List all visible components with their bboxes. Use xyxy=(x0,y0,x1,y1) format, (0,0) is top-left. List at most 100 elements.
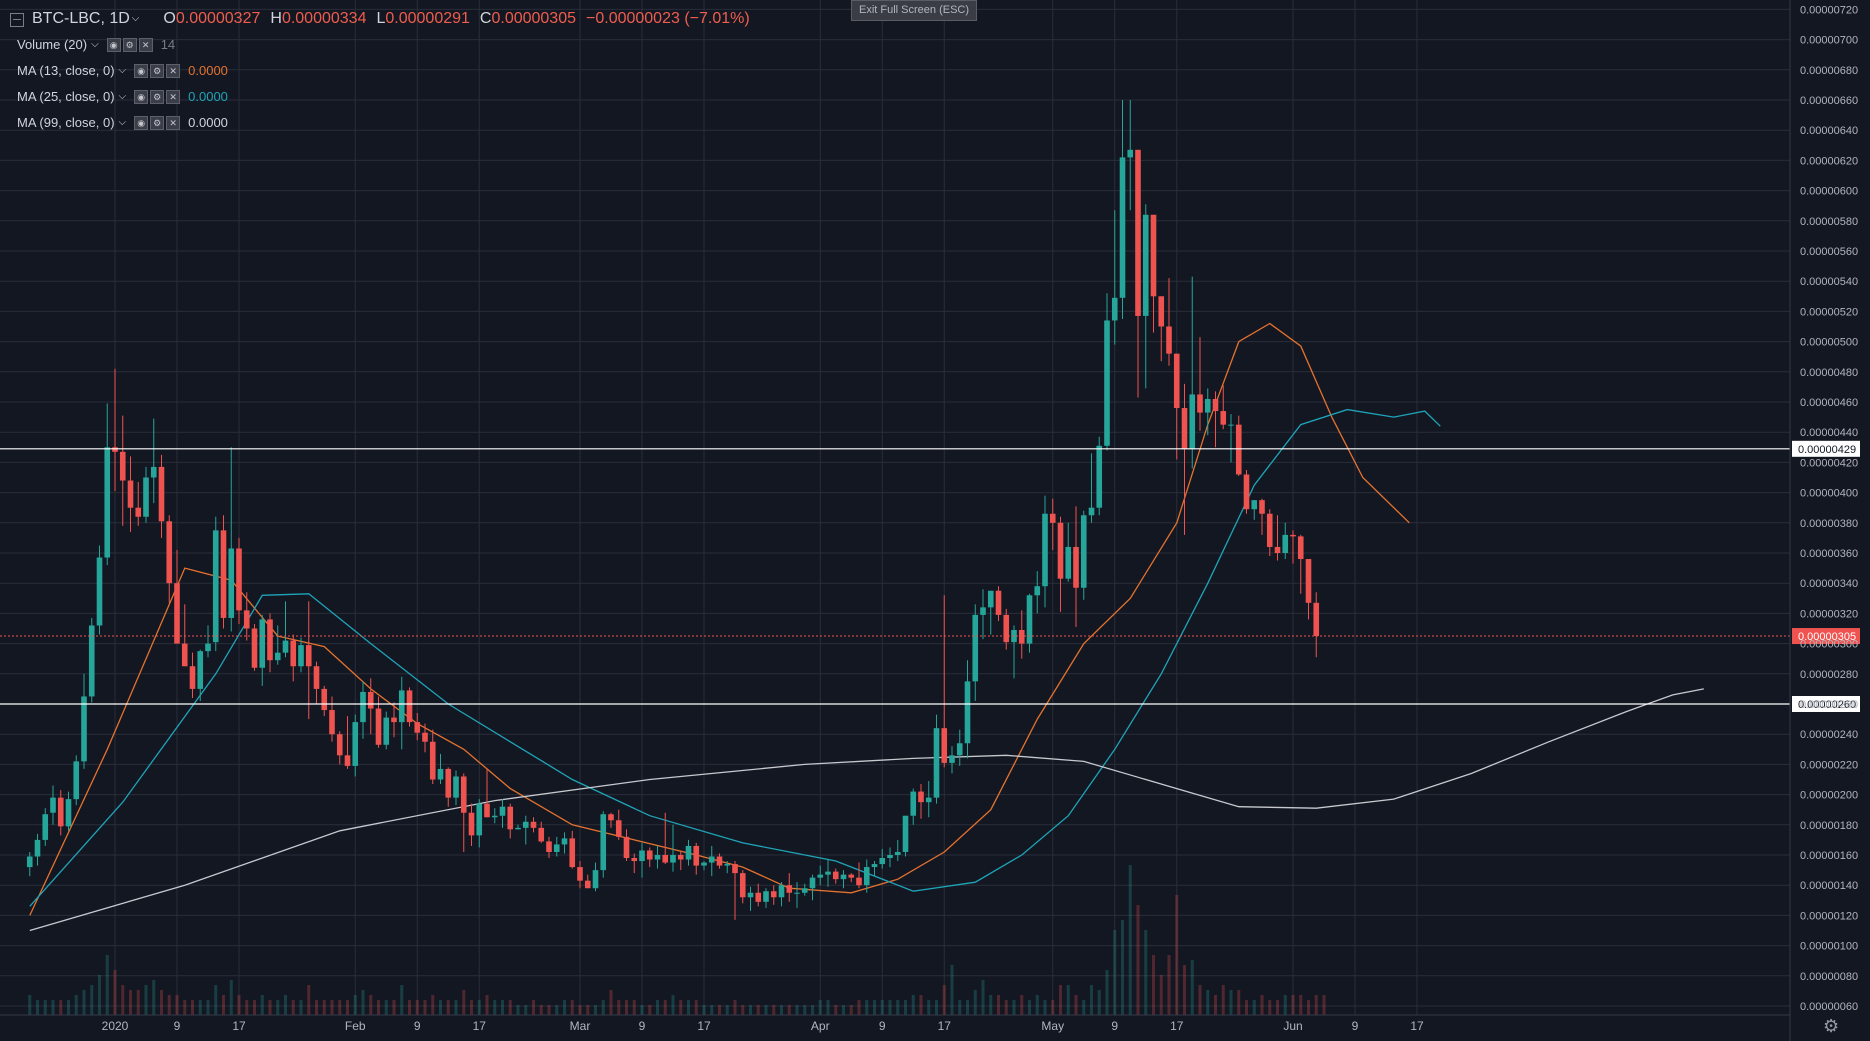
chevron-down-icon[interactable]: ⌵ xyxy=(118,117,127,128)
level-price-label: 0.00000260 xyxy=(1798,699,1856,711)
candle-body xyxy=(1127,149,1134,158)
candle-body xyxy=(1274,546,1281,553)
price-tick-label: 0.00000360 xyxy=(1800,548,1858,560)
volume-bar xyxy=(873,1000,876,1015)
candle-body xyxy=(1034,586,1041,596)
price-tick-label: 0.00000140 xyxy=(1800,880,1858,892)
candle-body xyxy=(391,717,397,723)
price-axis[interactable]: 0.00000060 0.00000080 0.00000100 0.00000120… xyxy=(1789,0,1858,1041)
indicator-row-ma13[interactable]: MA (13, close, 0) ⌵ ◉ ⚙ ✕ 0.0000 xyxy=(8,58,750,84)
volume-bar xyxy=(842,1005,845,1015)
volume-bar xyxy=(896,1000,900,1015)
time-axis[interactable]: 2020 9 17 Feb 9 17 Mar 9 17 Apr 9 17 May 9 17 Jun 9 17 xyxy=(0,1014,1790,1033)
candle-body xyxy=(817,874,824,878)
level-price-tag[interactable] xyxy=(1792,440,1860,457)
volume-bar xyxy=(725,1005,729,1015)
close-icon[interactable]: ✕ xyxy=(138,38,153,52)
candle-body xyxy=(856,877,862,886)
candle-body xyxy=(251,628,258,668)
candle-body xyxy=(73,761,80,800)
close-icon[interactable]: ✕ xyxy=(166,90,181,104)
volume-bar xyxy=(1252,1000,1256,1015)
volume-bar xyxy=(1128,865,1132,1015)
price-tick-label: 0.00000420 xyxy=(1800,457,1858,469)
candle-body xyxy=(941,728,948,763)
candle-body xyxy=(530,821,537,828)
indicator-row-ma25[interactable]: MA (25, close, 0) ⌵ ◉ ⚙ ✕ 0.0000 xyxy=(8,84,750,110)
candle-body xyxy=(189,666,196,689)
collapse-legend-icon[interactable] xyxy=(10,13,24,27)
close-icon[interactable]: ✕ xyxy=(166,116,181,130)
volume-bar xyxy=(1245,1000,1248,1015)
indicator-label[interactable]: MA (13, close, 0) xyxy=(17,63,115,78)
exit-fullscreen-button[interactable]: Exit Full Screen (ESC) xyxy=(851,0,977,21)
eye-icon[interactable]: ◉ xyxy=(134,64,149,78)
gear-icon[interactable]: ⚙ xyxy=(150,116,165,130)
candle-body xyxy=(42,814,49,840)
candle-body xyxy=(336,734,343,756)
current-price-tag[interactable] xyxy=(1792,628,1860,645)
volume-bar xyxy=(1066,985,1070,1015)
volume-bar xyxy=(74,995,78,1015)
horizontal-levels[interactable]: 0.00000429 0.00000305 0.00000260 xyxy=(0,440,1860,712)
candle-body xyxy=(670,855,676,863)
level-price-tag[interactable] xyxy=(1792,696,1860,712)
candle-body xyxy=(104,447,111,558)
time-tick-label: 17 xyxy=(473,1019,487,1033)
chevron-down-icon[interactable]: ⌵ xyxy=(118,91,127,102)
candle-body xyxy=(406,690,413,723)
eye-icon[interactable]: ◉ xyxy=(134,116,149,130)
close-icon[interactable]: ✕ xyxy=(166,64,181,78)
candle-body xyxy=(298,645,304,667)
time-tick-label: 2020 xyxy=(102,1019,129,1033)
chevron-down-icon[interactable]: ⌵ xyxy=(131,13,140,24)
price-tick-label: 0.00000520 xyxy=(1800,306,1858,318)
volume-bar xyxy=(687,1000,690,1015)
candle-body xyxy=(608,814,614,821)
chevron-down-icon[interactable]: ⌵ xyxy=(118,65,127,76)
volume-bar xyxy=(904,1000,907,1015)
time-tick-label: Jun xyxy=(1283,1019,1302,1033)
indicator-controls: ◉ ⚙ ✕ xyxy=(134,64,181,78)
indicator-label[interactable]: Volume (20) xyxy=(17,37,88,52)
gear-icon[interactable]: ⚙ xyxy=(122,38,137,52)
candle-body xyxy=(902,815,909,852)
volume-bar xyxy=(811,1005,814,1015)
price-tick-label: 0.00000560 xyxy=(1800,246,1858,258)
candle-body xyxy=(631,858,638,862)
candle-body xyxy=(887,855,893,859)
candle-body xyxy=(445,768,452,798)
volume-bar xyxy=(1260,995,1264,1015)
volume-bar xyxy=(136,990,140,1015)
low-value: 0.00000291 xyxy=(385,10,470,27)
gear-icon[interactable]: ⚙ xyxy=(150,90,165,104)
volume-bar xyxy=(1314,995,1318,1015)
candle-body xyxy=(112,447,118,452)
indicator-label[interactable]: MA (99, close, 0) xyxy=(17,115,115,130)
indicator-row-volume[interactable]: Volume (20) ⌵ ◉ ⚙ ✕ 14 xyxy=(8,32,750,58)
gear-icon[interactable]: ⚙ xyxy=(1823,1016,1840,1036)
level-price-label: 0.00000429 xyxy=(1798,444,1856,456)
volume-bar xyxy=(470,1000,473,1015)
eye-icon[interactable]: ◉ xyxy=(106,38,121,52)
symbol-interval[interactable]: BTC-LBC, 1D xyxy=(32,10,130,27)
candle-body xyxy=(801,888,808,893)
volume-bar xyxy=(625,1000,628,1015)
indicator-label[interactable]: MA (25, close, 0) xyxy=(17,89,115,104)
candle-body xyxy=(538,827,545,842)
candle-body xyxy=(143,477,149,517)
volume-bar xyxy=(1028,1000,1031,1015)
gear-icon[interactable]: ⚙ xyxy=(150,64,165,78)
volume-bar xyxy=(1214,995,1217,1015)
time-tick-label: Feb xyxy=(345,1019,366,1033)
volume-bar xyxy=(555,1005,559,1015)
indicator-row-ma99[interactable]: MA (99, close, 0) ⌵ ◉ ⚙ ✕ 0.0000 xyxy=(8,110,750,136)
candle-body xyxy=(267,619,273,661)
volume-bar xyxy=(1090,985,1093,1015)
volume-bar xyxy=(67,1000,70,1015)
eye-icon[interactable]: ◉ xyxy=(134,90,149,104)
chevron-down-icon[interactable]: ⌵ xyxy=(91,39,99,50)
volume-bar xyxy=(315,1000,318,1015)
volume-bar xyxy=(346,1000,349,1015)
